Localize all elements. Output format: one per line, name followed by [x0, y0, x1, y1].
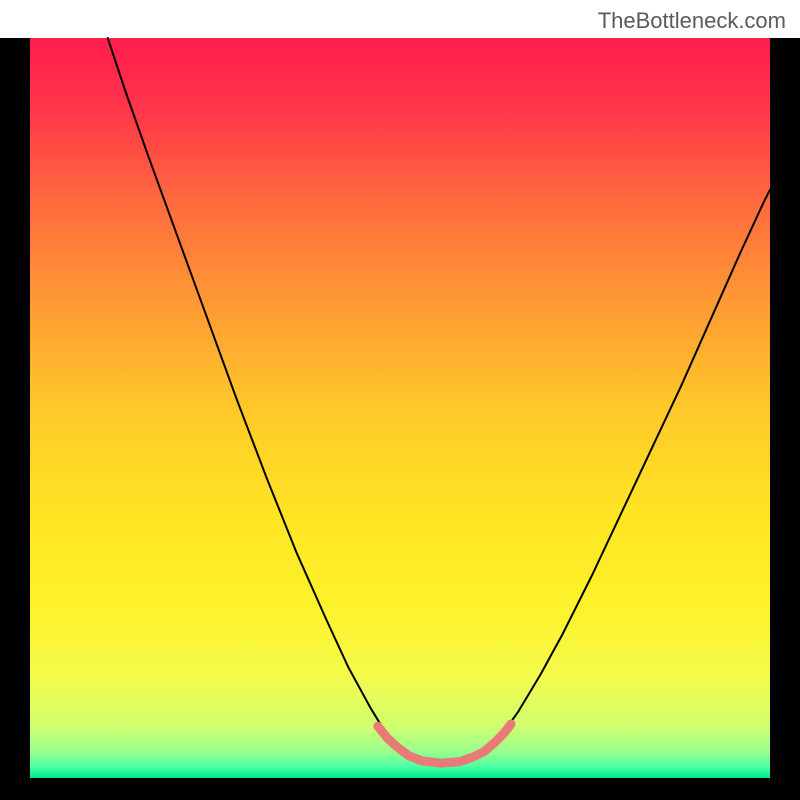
chart-canvas	[0, 0, 800, 800]
watermark-text: TheBottleneck.com	[598, 8, 786, 34]
bottleneck-chart: TheBottleneck.com	[0, 0, 800, 800]
